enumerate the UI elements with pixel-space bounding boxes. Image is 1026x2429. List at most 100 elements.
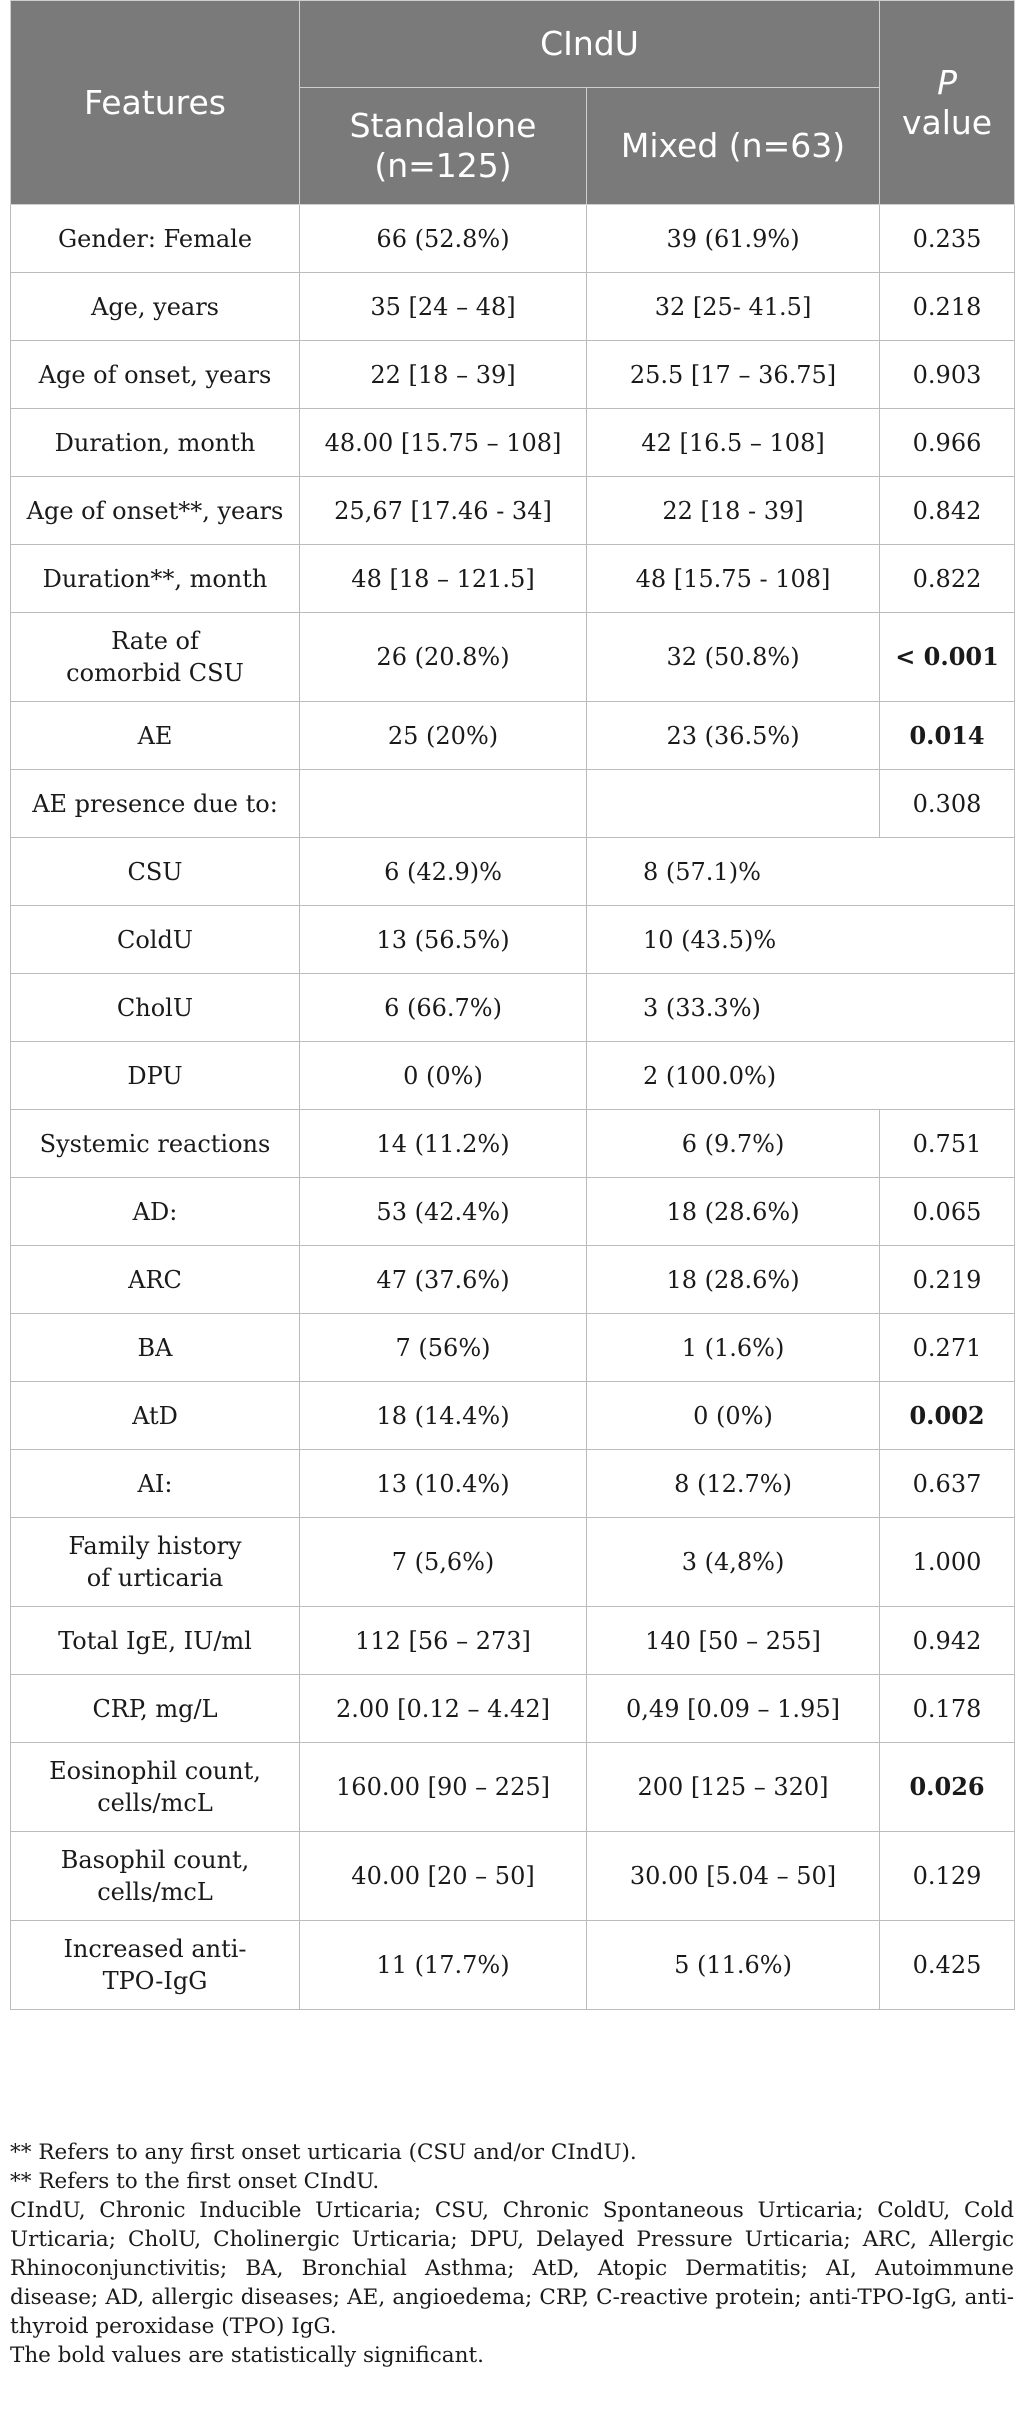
feature-line2: cells/mcL	[97, 1789, 213, 1817]
table-row: Duration, month 48.00 [15.75 – 108] 42 […	[10, 408, 1016, 477]
table-body: Gender: Female 66 (52.8%) 39 (61.9%) 0.2…	[10, 204, 1016, 2010]
table-row: Age of onset, years 22 [18 – 39] 25.5 [1…	[10, 340, 1016, 409]
p-value-cell: 0.966	[879, 408, 1016, 477]
footnote-bold-values: The bold values are statistically signif…	[10, 2343, 484, 2368]
mixed-cell: 2 (100.0%)	[585, 1041, 1016, 1110]
p-value-cell: 0.425	[879, 1920, 1016, 2010]
table-row: Systemic reactions 14 (11.2%) 6 (9.7%) 0…	[10, 1109, 1016, 1178]
standalone-cell: 48 [18 – 121.5]	[299, 544, 587, 613]
table-row: Rate of comorbid CSU 26 (20.8%) 32 (50.8…	[10, 612, 1016, 702]
table-footnotes: ** Refers to any first onset urticaria (…	[10, 2138, 1014, 2370]
table-row: BA 7 (56%) 1 (1.6%) 0.271	[10, 1313, 1016, 1382]
feature-line2: comorbid CSU	[66, 659, 244, 687]
header-standalone-line1: Standalone	[349, 106, 537, 145]
standalone-cell: 112 [56 – 273]	[299, 1606, 587, 1675]
feature-cell: BA	[10, 1313, 300, 1382]
standalone-cell: 53 (42.4%)	[299, 1177, 587, 1246]
standalone-cell: 14 (11.2%)	[299, 1109, 587, 1178]
table-header: Features CIndU P value Standalone (n=125…	[10, 0, 1016, 205]
standalone-cell: 48.00 [15.75 – 108]	[299, 408, 587, 477]
feature-cell: Basophil count, cells/mcL	[10, 1831, 300, 1921]
mixed-cell: 32 [25- 41.5]	[585, 272, 881, 341]
p-value-cell: 0.065	[879, 1177, 1016, 1246]
header-standalone: Standalone (n=125)	[299, 87, 587, 205]
standalone-cell: 25 (20%)	[299, 701, 587, 770]
header-p-letter: P	[937, 62, 957, 102]
p-value-cell: 0.637	[879, 1449, 1016, 1518]
feature-cell: AI:	[10, 1449, 300, 1518]
p-value-cell: 0.219	[879, 1245, 1016, 1314]
table-row: Age, years 35 [24 – 48] 32 [25- 41.5] 0.…	[10, 272, 1016, 341]
feature-cell: CholU	[10, 973, 300, 1042]
standalone-cell: 160.00 [90 – 225]	[299, 1742, 587, 1832]
feature-cell: ColdU	[10, 905, 300, 974]
mixed-cell: 3 (33.3%)	[585, 973, 1016, 1042]
standalone-cell: 66 (52.8%)	[299, 204, 587, 273]
footnote-first-onset-any: ** Refers to any first onset urticaria (…	[10, 2140, 637, 2165]
header-p-value: P value	[879, 0, 1016, 205]
feature-cell: AD:	[10, 1177, 300, 1246]
p-value-cell: 0.751	[879, 1109, 1016, 1178]
standalone-cell: 26 (20.8%)	[299, 612, 587, 702]
feature-cell: CRP, mg/L	[10, 1674, 300, 1743]
feature-cell: Duration**, month	[10, 544, 300, 613]
mixed-cell: 23 (36.5%)	[585, 701, 881, 770]
feature-cell: Eosinophil count, cells/mcL	[10, 1742, 300, 1832]
standalone-cell: 7 (56%)	[299, 1313, 587, 1382]
table-row: AI: 13 (10.4%) 8 (12.7%) 0.637	[10, 1449, 1016, 1518]
feature-line1: Eosinophil count,	[49, 1757, 261, 1785]
feature-cell: CSU	[10, 837, 300, 906]
table-row: CRP, mg/L 2.00 [0.12 – 4.42] 0,49 [0.09 …	[10, 1674, 1016, 1743]
mixed-cell: 39 (61.9%)	[585, 204, 881, 273]
mixed-cell	[585, 769, 881, 838]
standalone-cell: 13 (56.5%)	[299, 905, 587, 974]
mixed-cell: 32 (50.8%)	[585, 612, 881, 702]
mixed-cell: 8 (12.7%)	[585, 1449, 881, 1518]
table-row: Eosinophil count, cells/mcL 160.00 [90 –…	[10, 1742, 1016, 1832]
feature-cell: Age of onset**, years	[10, 476, 300, 545]
table-row: AE presence due to: 0.308	[10, 769, 1016, 838]
table-row: Increased anti- TPO-IgG 11 (17.7%) 5 (11…	[10, 1920, 1016, 2010]
standalone-cell: 22 [18 – 39]	[299, 340, 587, 409]
feature-line1: Basophil count,	[60, 1846, 250, 1874]
standalone-cell: 35 [24 – 48]	[299, 272, 587, 341]
header-value-word: value	[901, 102, 993, 142]
results-table-container: Features CIndU P value Standalone (n=125…	[10, 0, 1016, 2010]
feature-cell: Age of onset, years	[10, 340, 300, 409]
results-table: Features CIndU P value Standalone (n=125…	[10, 0, 1016, 2010]
mixed-cell: 8 (57.1)%	[585, 837, 1016, 906]
p-value-cell: 0.842	[879, 476, 1016, 545]
feature-line1: Increased anti-	[63, 1935, 247, 1963]
table-row: ColdU 13 (56.5%) 10 (43.5)%	[10, 905, 1016, 974]
table-row: Basophil count, cells/mcL 40.00 [20 – 50…	[10, 1831, 1016, 1921]
standalone-cell: 2.00 [0.12 – 4.42]	[299, 1674, 587, 1743]
standalone-cell	[299, 769, 587, 838]
p-value-cell: 0.942	[879, 1606, 1016, 1675]
p-value: 0.001	[923, 642, 999, 671]
p-value-cell: 0.129	[879, 1831, 1016, 1921]
standalone-cell: 11 (17.7%)	[299, 1920, 587, 2010]
header-cindu-group: CIndU	[298, 0, 881, 88]
feature-cell: Total IgE, IU/ml	[10, 1606, 300, 1675]
standalone-cell: 6 (42.9)%	[299, 837, 587, 906]
p-value-cell: 0.218	[879, 272, 1016, 341]
p-value-cell: 1.000	[879, 1517, 1016, 1607]
standalone-cell: 18 (14.4%)	[299, 1381, 587, 1450]
p-value-cell: 0.822	[879, 544, 1016, 613]
mixed-cell: 3 (4,8%)	[585, 1517, 881, 1607]
feature-cell: Gender: Female	[10, 204, 300, 273]
header-features: Features	[10, 0, 300, 205]
feature-cell: AtD	[10, 1381, 300, 1450]
p-value-cell: 0.178	[879, 1674, 1016, 1743]
table-row: CholU 6 (66.7%) 3 (33.3%)	[10, 973, 1016, 1042]
feature-cell: Age, years	[10, 272, 300, 341]
feature-cell: DPU	[10, 1041, 300, 1110]
table-row: Total IgE, IU/ml 112 [56 – 273] 140 [50 …	[10, 1606, 1016, 1675]
mixed-cell: 22 [18 - 39]	[585, 476, 881, 545]
p-value-cell: 0.002	[879, 1381, 1016, 1450]
feature-line2: of urticaria	[86, 1564, 224, 1592]
p-value-cell: 0.014	[879, 701, 1016, 770]
feature-cell: AE presence due to:	[10, 769, 300, 838]
standalone-cell: 25,67 [17.46 - 34]	[299, 476, 587, 545]
mixed-cell: 18 (28.6%)	[585, 1177, 881, 1246]
